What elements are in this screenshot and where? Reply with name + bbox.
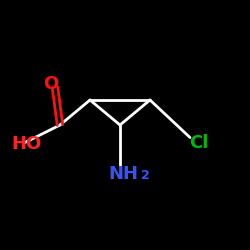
Text: O: O (44, 75, 59, 93)
Text: Cl: Cl (189, 134, 208, 152)
Text: NH: NH (109, 165, 139, 183)
Text: 2: 2 (141, 169, 150, 182)
Text: HO: HO (11, 135, 42, 153)
